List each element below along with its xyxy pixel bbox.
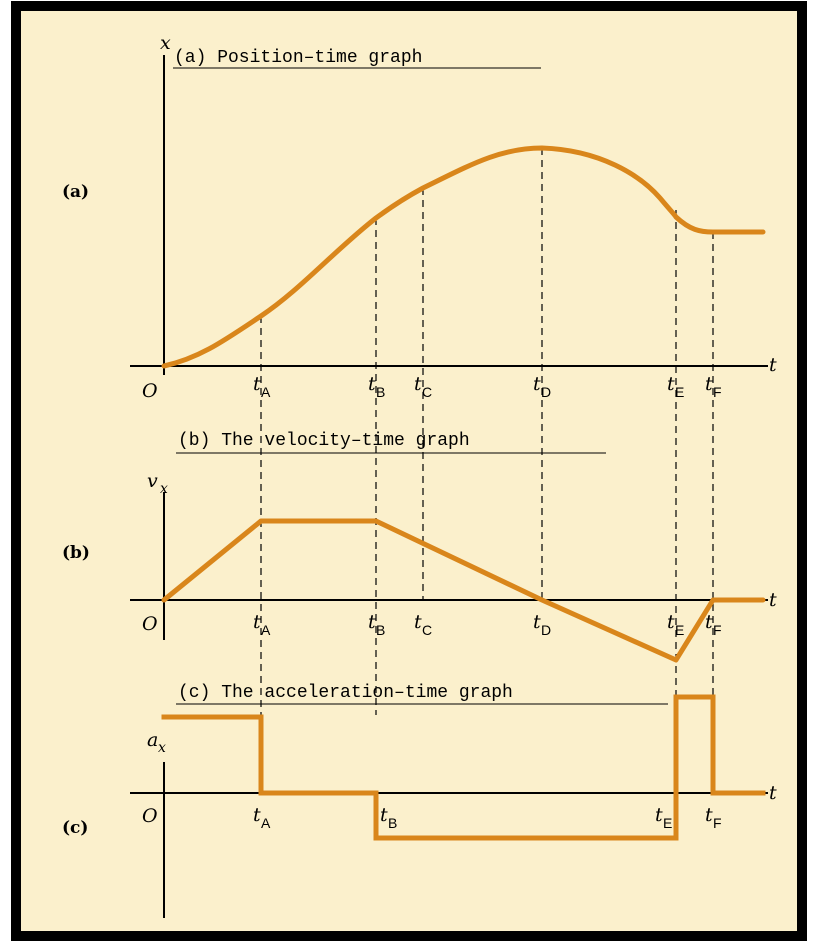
- panel-a: (a) (a) Position–time graph x t O t A t …: [62, 32, 777, 402]
- panel-a-tick-label-e: t E: [667, 373, 684, 400]
- panel-a-title: (a) Position–time graph: [174, 48, 422, 68]
- panel-c-x-axis-label: t: [769, 782, 777, 804]
- panel-c-side-label: (c): [62, 818, 88, 838]
- tick-base: t: [533, 373, 541, 395]
- panel-c-title: (c) The acceleration–time graph: [178, 683, 513, 703]
- panel-b-y-axis-label: v x: [147, 470, 168, 497]
- tick-base: t: [655, 804, 663, 826]
- tick-base: t: [533, 611, 541, 633]
- panel-b-x-axis-label: t: [769, 589, 777, 611]
- panel-c-tick-label-f: t F: [705, 804, 722, 831]
- panel-a-tick-label-a: t A: [253, 373, 271, 400]
- tick-sub: A: [261, 622, 271, 638]
- panel-a-origin-label: O: [142, 380, 158, 402]
- tick-sub: E: [675, 622, 684, 638]
- axis-base: v: [147, 470, 158, 492]
- tick-base: t: [253, 804, 261, 826]
- tick-base: t: [414, 373, 422, 395]
- tick-sub: F: [713, 815, 722, 831]
- axis-sub: x: [158, 740, 166, 756]
- panel-b-title: (b) The velocity–time graph: [178, 431, 470, 451]
- tick-base: t: [253, 373, 261, 395]
- figure-border: [11, 1, 807, 941]
- tick-sub: E: [663, 815, 672, 831]
- panel-b: (b) (b) The velocity–time graph v x t O …: [62, 431, 777, 663]
- panel-a-tick-label-d: t D: [533, 373, 551, 400]
- panel-b-origin-label: O: [142, 613, 158, 635]
- tick-base: t: [705, 373, 713, 395]
- panel-c-origin-label: O: [142, 805, 158, 827]
- tick-sub: B: [376, 622, 385, 638]
- axis-base: a: [147, 729, 158, 751]
- tick-sub: B: [376, 384, 385, 400]
- panel-c-tick-label-a: t A: [253, 804, 271, 831]
- velocity-curve: [161, 518, 766, 663]
- panel-a-y-axis-label: x: [160, 32, 171, 54]
- panel-a-x-axis-label: t: [769, 354, 777, 376]
- panel-b-tick-label-b: t B: [368, 611, 385, 638]
- panel-a-tick-label-c: t C: [414, 373, 432, 400]
- tick-sub: E: [675, 384, 684, 400]
- panel-b-side-label: (b): [62, 543, 90, 563]
- tick-sub: F: [713, 384, 722, 400]
- tick-base: t: [705, 611, 713, 633]
- tick-base: t: [380, 804, 388, 826]
- panel-b-tick-label-e: t E: [667, 611, 684, 638]
- tick-sub: A: [261, 384, 271, 400]
- tick-base: t: [414, 611, 422, 633]
- panel-b-tick-label-a: t A: [253, 611, 271, 638]
- panel-c: (c) (c) The acceleration–time graph a x …: [62, 683, 777, 918]
- tick-base: t: [705, 804, 713, 826]
- panel-a-side-label: (a): [62, 182, 89, 202]
- figure-background: [16, 6, 802, 936]
- tick-sub: C: [422, 384, 432, 400]
- tick-sub: A: [261, 815, 271, 831]
- tick-sub: C: [422, 622, 432, 638]
- position-curve: [161, 145, 766, 369]
- tick-base: t: [368, 373, 376, 395]
- panel-a-tick-label-f: t F: [705, 373, 722, 400]
- tick-sub: B: [388, 815, 397, 831]
- panel-b-tick-label-c: t C: [414, 611, 432, 638]
- panel-b-tick-label-d: t D: [533, 611, 551, 638]
- panel-c-tick-label-e: t E: [655, 804, 672, 831]
- tick-base: t: [667, 611, 675, 633]
- panel-c-y-axis-label: a x: [147, 729, 166, 756]
- tick-sub: F: [713, 622, 722, 638]
- axis-sub: x: [160, 481, 168, 497]
- tick-base: t: [368, 611, 376, 633]
- acceleration-curve: [161, 694, 766, 841]
- tick-base: t: [667, 373, 675, 395]
- panel-b-tick-label-f: t F: [705, 611, 722, 638]
- panel-c-tick-label-b: t B: [380, 804, 397, 831]
- tick-sub: D: [541, 622, 551, 638]
- panel-a-tick-label-b: t B: [368, 373, 385, 400]
- tick-base: t: [253, 611, 261, 633]
- tick-sub: D: [541, 384, 551, 400]
